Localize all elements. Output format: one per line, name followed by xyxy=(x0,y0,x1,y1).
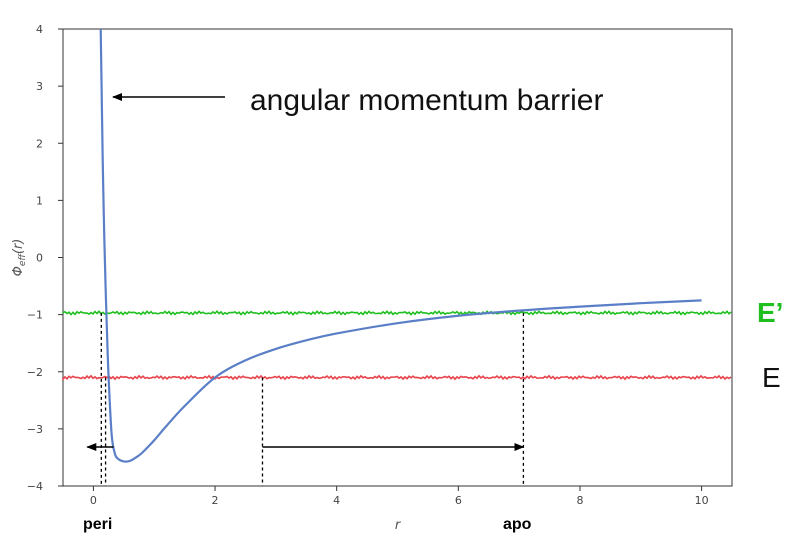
energy-label-e: E xyxy=(762,362,781,393)
y-tick-label: −1 xyxy=(27,309,43,322)
y-tick-label: 1 xyxy=(36,194,43,207)
y-tick-label: −4 xyxy=(27,480,43,493)
y-tick-label: 0 xyxy=(36,252,43,265)
x-axis-label: r xyxy=(395,518,402,533)
x-tick-label: 6 xyxy=(455,494,462,507)
x-tick-label: 2 xyxy=(212,494,219,507)
y-tick-label: 2 xyxy=(36,137,43,150)
x-tick-label: 10 xyxy=(695,494,709,507)
plot-area xyxy=(62,29,732,486)
x-tick-label: 0 xyxy=(90,494,97,507)
energy-level-line xyxy=(62,310,732,316)
axes: 0 2 4 6 8 10 −4 −3 −2 −1 0 1 2 3 4 r Φeff(r) xyxy=(11,23,733,533)
barrier-annotation: angular momentum barrier xyxy=(250,84,603,117)
y-tick-label: 3 xyxy=(36,80,43,93)
y-tick-label: −2 xyxy=(27,366,43,379)
x-tick-label: 8 xyxy=(576,494,583,507)
energy-level-line xyxy=(62,374,732,382)
y-axis-label: Φeff(r) xyxy=(11,239,28,277)
apo-label: apo xyxy=(503,516,532,533)
y-tick-label: −3 xyxy=(27,423,43,436)
y-tick-label: 4 xyxy=(36,23,43,36)
potential-curve xyxy=(99,29,702,463)
x-tick-label: 4 xyxy=(333,494,340,507)
peri-label: peri xyxy=(83,516,112,533)
energy-label-e-prime: E’ xyxy=(757,297,783,328)
